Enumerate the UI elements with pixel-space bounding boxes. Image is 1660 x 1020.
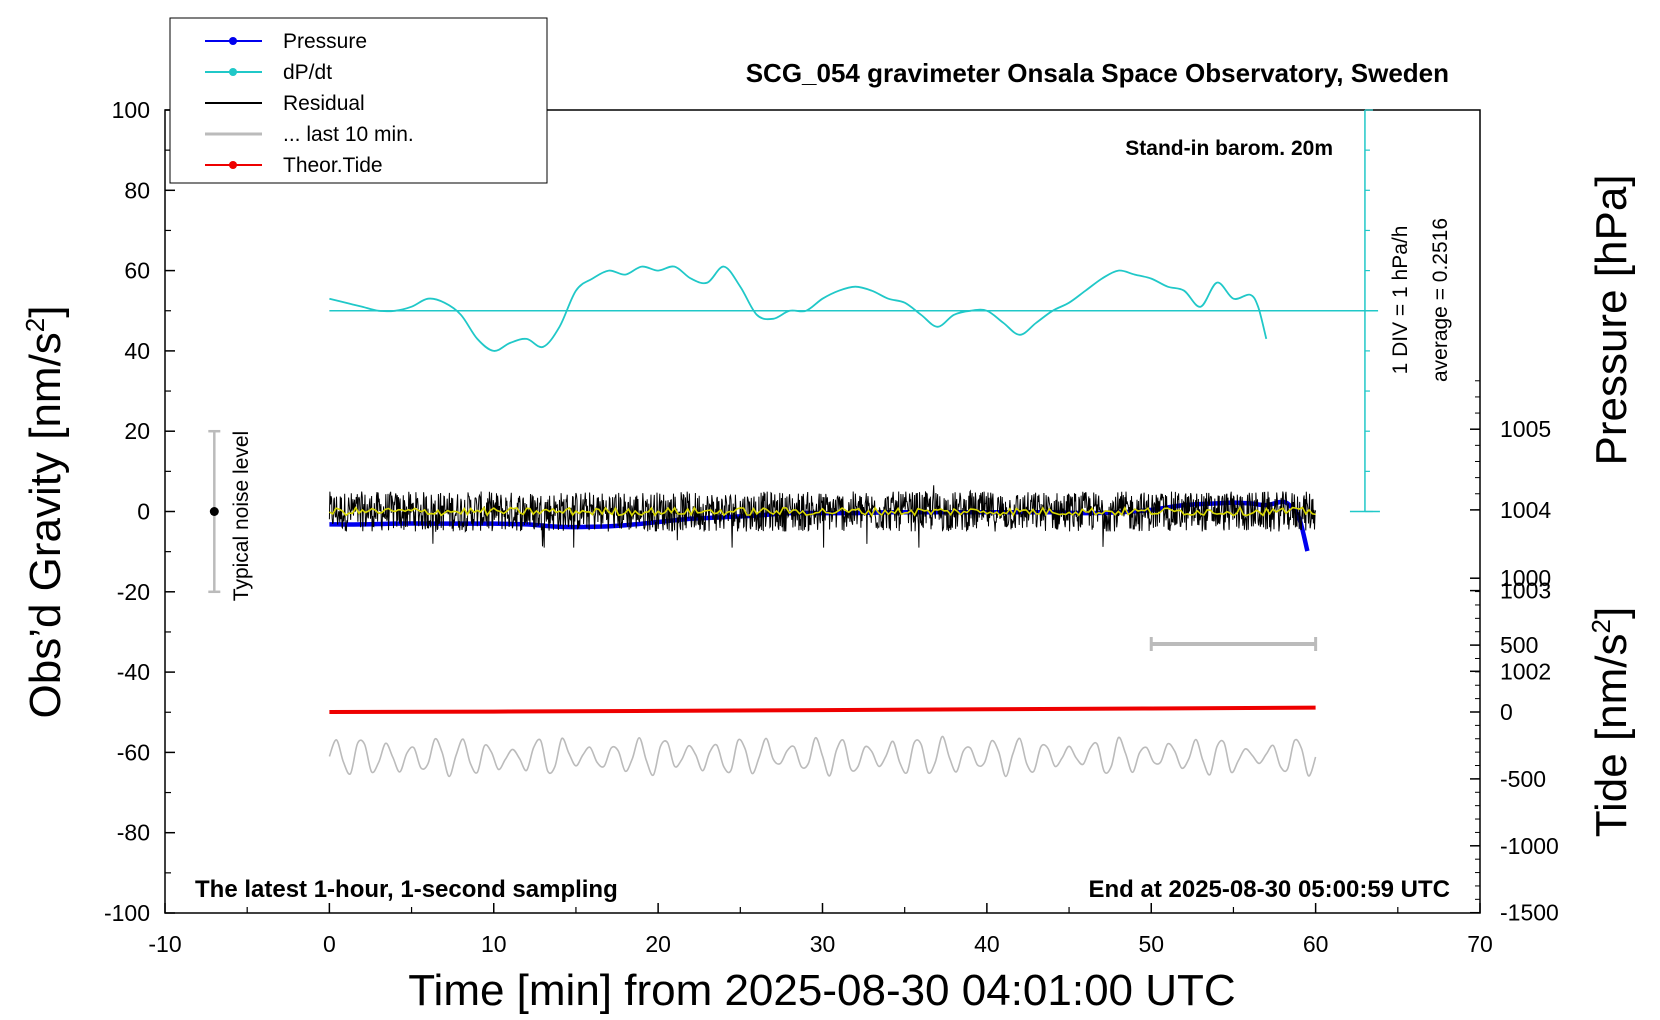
x-tick-label: 60 [1303, 931, 1329, 957]
tide-tick-label: -1500 [1500, 900, 1559, 926]
y-tick-label: -60 [117, 739, 150, 765]
y-axis-pressure-title: Pressure [hPa] [1587, 174, 1636, 465]
y-axis-left-title: Obs’d Gravity [nm/s2] [20, 305, 70, 718]
y-tick-label: 80 [124, 177, 150, 203]
x-tick-label: 70 [1467, 931, 1493, 957]
noise-bar-point [209, 507, 219, 516]
axis-ticks: -10 0 10 20 30 40 50 60 70100806040200-20-40-60-… [104, 97, 1559, 957]
pressure-tick-label: 1005 [1500, 416, 1551, 442]
pressure-tick-label: 1003 [1500, 578, 1551, 604]
y-tick-label: -80 [117, 820, 150, 846]
y-tick-label: 0 [137, 499, 150, 525]
residual-line [328, 485, 1317, 548]
tide-title-end: ] [1587, 607, 1636, 619]
average-note: average = 0.2516 [1429, 218, 1452, 382]
bottom-right-note: End at 2025-08-30 05:00:59 UTC [1089, 876, 1451, 903]
legend-label: ... last 10 min. [283, 123, 414, 146]
x-tick-label: 30 [810, 931, 836, 957]
y-left-title-sup: 2 [20, 318, 50, 332]
dpdt-line [329, 265, 1268, 352]
y-axis-tide-title: Tide [nm/s2] [1586, 607, 1636, 837]
x-tick-label: -10 [148, 931, 181, 957]
tide-tick-label: 500 [1500, 632, 1538, 658]
residual-smoothed-line [329, 505, 1316, 518]
tide-line [329, 705, 1316, 714]
x-tick-label: 40 [974, 931, 1000, 957]
legend-label: Residual [283, 92, 365, 115]
y-left-title-main: Obs’d Gravity [nm/s [21, 332, 70, 718]
legend-label: Pressure [283, 30, 367, 53]
legend: Pressure dP/dt Residual ... last 10 min. The… [169, 17, 548, 184]
chart-title: SCG_054 gravimeter Onsala Space Observat… [746, 58, 1449, 88]
x-tick-label: 50 [1138, 931, 1164, 957]
legend-marker [229, 37, 237, 45]
y-tick-label: -100 [104, 900, 150, 926]
y-tick-label: 60 [124, 258, 150, 284]
div-note: 1 DIV = 1 hPa/h [1389, 226, 1412, 375]
x-axis-title: Time [min] from 2025-08-30 04:01:00 UTC [408, 966, 1235, 1015]
bottom-left-note: The latest 1-hour, 1-second sampling [195, 876, 618, 903]
tide-title-sup: 2 [1586, 619, 1616, 633]
y-tick-label: -20 [117, 579, 150, 605]
tide-tick-label: -1000 [1500, 833, 1559, 859]
y-tick-label: 40 [124, 338, 150, 364]
legend-box [169, 17, 548, 184]
last-10min-line [328, 735, 1317, 778]
y-tick-label: 20 [124, 418, 150, 444]
x-tick-label: 10 [481, 931, 507, 957]
x-tick-label: 0 [323, 931, 336, 957]
legend-items: Pressure dP/dt Residual ... last 10 min. The… [205, 30, 414, 177]
tide-tick-label: 1000 [1500, 565, 1551, 591]
barometer-note: Stand-in barom. 20m [1125, 137, 1333, 160]
tide-tick-label: 0 [1500, 699, 1513, 725]
noise-label: Typical noise level [230, 431, 253, 601]
series-layer [208, 109, 1380, 778]
y-tick-label: 100 [112, 97, 150, 123]
legend-marker [229, 161, 237, 169]
legend-marker [229, 68, 237, 76]
legend-label: Theor.Tide [283, 154, 383, 177]
legend-label: dP/dt [283, 61, 332, 84]
x-tick-label: 20 [645, 931, 671, 957]
pressure-tick-label: 1002 [1500, 658, 1551, 684]
tide-tick-label: -500 [1500, 766, 1546, 792]
tide-title-main: Tide [nm/s [1587, 633, 1636, 837]
y-left-title-end: ] [21, 305, 70, 317]
y-tick-label: -40 [117, 659, 150, 685]
pressure-tick-label: 1004 [1500, 497, 1551, 523]
